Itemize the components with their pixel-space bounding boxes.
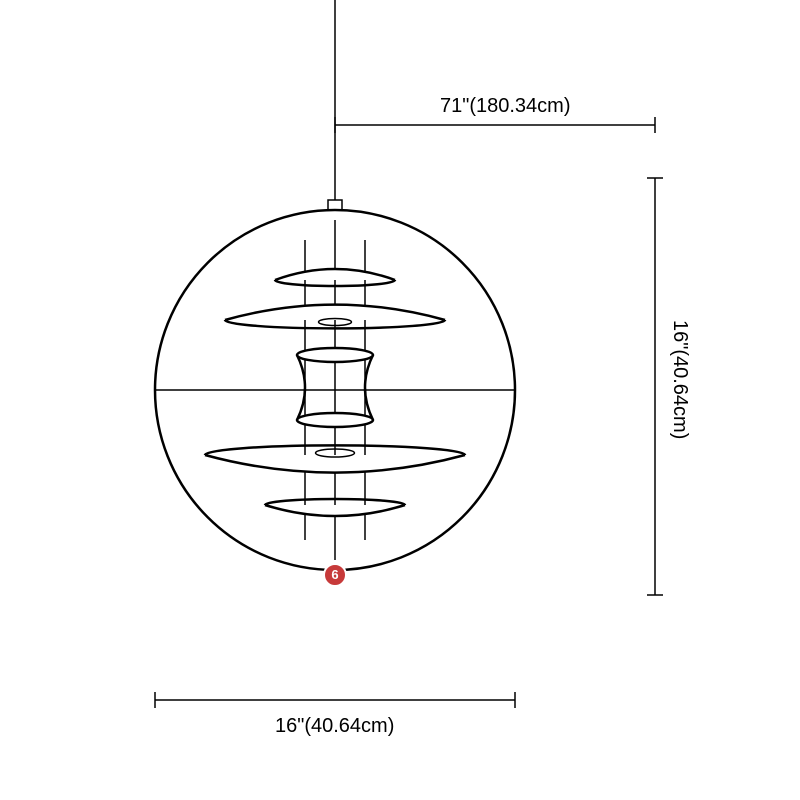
svg-text:6: 6 [331,567,338,582]
dimension-label-cord-length: 71"(180.34cm) [440,95,571,118]
dimension-label-height: 16"(40.64cm) [668,320,691,439]
dimension-label-width: 16"(40.64cm) [275,715,394,738]
diagram-container: 6 71"(180.34cm) 16"(40.64cm) 16"(40.64cm… [0,0,800,800]
